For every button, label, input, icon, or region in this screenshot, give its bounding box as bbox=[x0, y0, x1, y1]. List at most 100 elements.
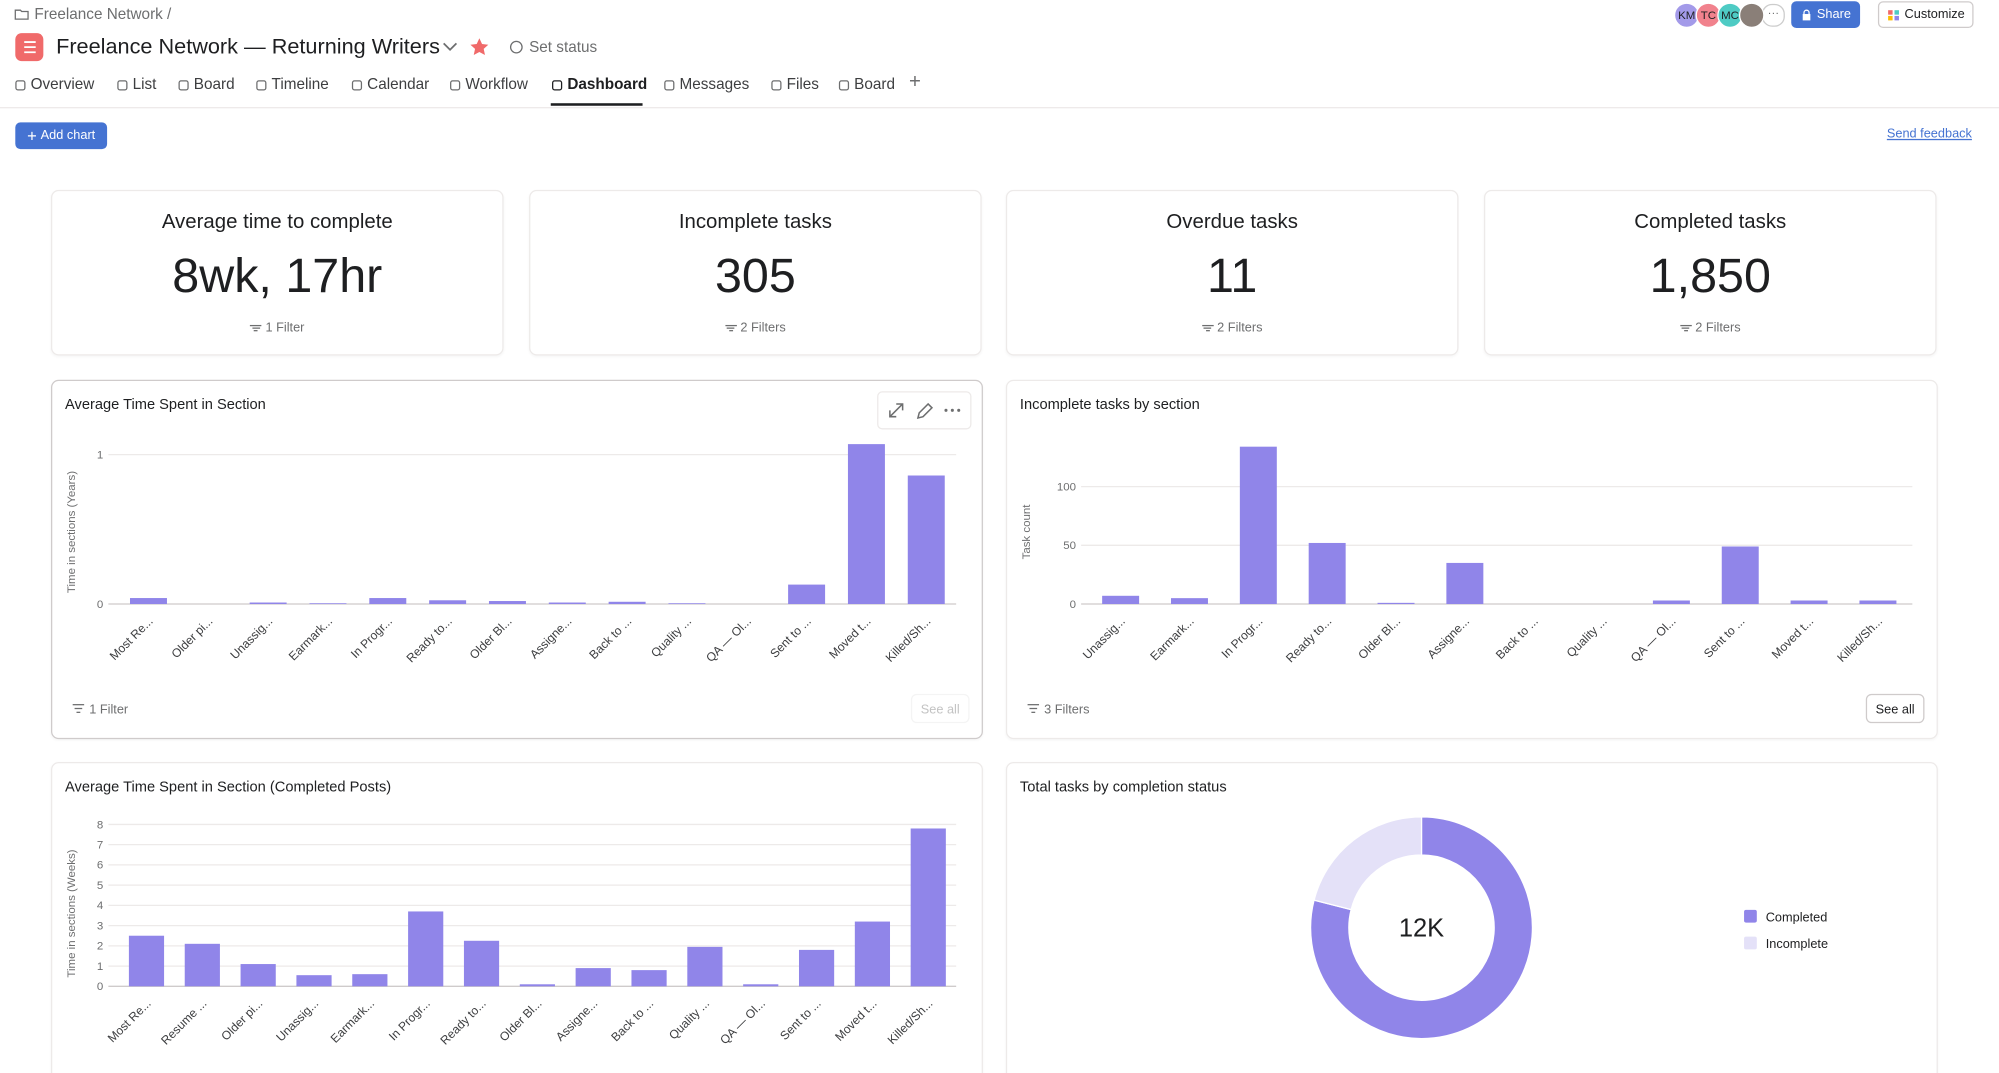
title-dropdown[interactable] bbox=[441, 41, 459, 54]
kpi-value: 305 bbox=[714, 249, 796, 304]
x-tick-label: Moved t... bbox=[826, 614, 873, 661]
folder-icon bbox=[14, 9, 29, 20]
tab[interactable]: Calendar bbox=[367, 75, 430, 94]
x-tick-label: Most Re... bbox=[105, 996, 154, 1045]
avatar-photo bbox=[1738, 2, 1765, 29]
bar bbox=[1859, 600, 1897, 605]
avatar[interactable]: KM bbox=[1673, 2, 1700, 29]
see-all-button[interactable] bbox=[1865, 693, 1925, 724]
x-tick-label: Older pi... bbox=[169, 614, 216, 661]
x-tick-label: Unassig... bbox=[273, 996, 321, 1044]
more-icon[interactable] bbox=[944, 408, 961, 412]
x-tick-label: Earmark... bbox=[286, 614, 335, 663]
bar bbox=[847, 444, 885, 605]
y-tick-label: 0 bbox=[97, 981, 103, 993]
bar bbox=[575, 968, 611, 987]
tab[interactable]: List bbox=[132, 75, 157, 94]
bar bbox=[743, 984, 779, 987]
y-tick-label: 8 bbox=[97, 819, 103, 831]
favorite-star[interactable] bbox=[469, 37, 489, 57]
edit-icon[interactable] bbox=[916, 402, 934, 420]
bar bbox=[687, 946, 723, 987]
x-tick-label: Ready to... bbox=[437, 996, 488, 1047]
x-tick-label: Moved t... bbox=[832, 996, 879, 1043]
x-tick-label: Unassig... bbox=[1080, 614, 1128, 662]
bar bbox=[788, 584, 826, 605]
tab[interactable]: Workflow bbox=[465, 75, 528, 94]
y-tick-label: 100 bbox=[1057, 481, 1076, 493]
bar bbox=[1377, 602, 1415, 605]
kpi-value: 11 bbox=[1207, 249, 1258, 304]
kpi-filter-label: 2 Filters bbox=[740, 321, 786, 336]
y-tick-label: 3 bbox=[97, 920, 103, 932]
share-button[interactable]: Share bbox=[1791, 1, 1861, 29]
x-tick-label: Unassig... bbox=[227, 614, 275, 662]
breadcrumb-separator: / bbox=[167, 5, 172, 23]
x-tick-label: Back to ... bbox=[608, 996, 656, 1044]
chart-card bbox=[50, 379, 983, 740]
tab[interactable]: Board bbox=[854, 75, 896, 94]
x-tick-label: Assigne... bbox=[527, 614, 574, 661]
tab[interactable]: Messages bbox=[679, 75, 750, 94]
y-axis-label: Task count bbox=[1021, 504, 1033, 560]
bar bbox=[907, 475, 945, 605]
x-tick-label: Assigne... bbox=[553, 996, 600, 1043]
bar bbox=[1102, 595, 1140, 605]
kpi-title: Overdue tasks bbox=[1166, 211, 1298, 234]
y-tick-label: 0 bbox=[1070, 599, 1076, 611]
avatar[interactable]: TC bbox=[1695, 2, 1722, 29]
bar bbox=[1721, 546, 1759, 605]
y-tick-label: 6 bbox=[97, 860, 103, 872]
expand-icon[interactable] bbox=[889, 403, 904, 418]
customize-button[interactable]: Customize bbox=[1877, 1, 1974, 29]
x-tick-label: Quality ... bbox=[648, 614, 694, 660]
chart-title: Average Time Spent in Section bbox=[65, 397, 266, 413]
bar bbox=[369, 598, 407, 605]
avatar[interactable]: MC bbox=[1717, 2, 1743, 29]
kpi-filter[interactable]: 2 Filters bbox=[1007, 321, 1457, 335]
see-all-button[interactable] bbox=[910, 693, 970, 724]
tab-icon bbox=[256, 80, 267, 91]
bar bbox=[352, 974, 388, 987]
bar bbox=[1239, 446, 1277, 605]
filter-label[interactable]: 3 Filters bbox=[1044, 702, 1089, 717]
x-tick-label: Sent to ... bbox=[1701, 614, 1748, 660]
x-tick-label: Assigne... bbox=[1425, 614, 1472, 661]
tab[interactable]: Timeline bbox=[271, 75, 329, 94]
see-all-label: See all bbox=[1876, 702, 1915, 717]
tab[interactable]: Dashboard bbox=[567, 75, 648, 94]
x-tick-label: Ready to... bbox=[1283, 614, 1334, 665]
tab-icon bbox=[15, 80, 26, 91]
send-feedback[interactable]: Send feedback bbox=[1886, 127, 1972, 142]
x-tick-label: In Progr... bbox=[348, 614, 395, 661]
kpi-filter[interactable]: 1 Filter bbox=[52, 321, 502, 335]
x-tick-label: Earmark... bbox=[328, 996, 377, 1045]
y-tick-label: 7 bbox=[97, 839, 103, 851]
set-status[interactable]: Set status bbox=[529, 38, 598, 57]
x-tick-label: Moved t... bbox=[1769, 614, 1816, 661]
tab-icon bbox=[552, 80, 563, 91]
tab-icon bbox=[771, 80, 782, 91]
bar bbox=[296, 975, 332, 987]
kpi-filter[interactable]: 2 Filters bbox=[1485, 321, 1935, 335]
x-tick-label: Killed/Sh... bbox=[883, 614, 934, 665]
kpi-filter[interactable]: 2 Filters bbox=[530, 321, 980, 335]
bar bbox=[519, 984, 555, 987]
x-tick-label: Most Re... bbox=[107, 614, 156, 663]
add-tab[interactable]: + bbox=[909, 71, 921, 94]
kpi-title: Average time to complete bbox=[161, 211, 393, 234]
filter-label[interactable]: 1 Filter bbox=[89, 702, 129, 717]
tab[interactable]: Files bbox=[786, 75, 819, 94]
x-tick-label: Back to ... bbox=[1493, 614, 1541, 662]
tab[interactable]: Overview bbox=[30, 75, 95, 94]
y-tick-label: 1 bbox=[97, 449, 103, 461]
kpi-value: 8wk, 17hr bbox=[172, 249, 383, 304]
tab[interactable]: Board bbox=[193, 75, 235, 94]
tab-icon bbox=[664, 80, 675, 91]
add-chart-button[interactable]: + Add chart bbox=[15, 122, 108, 150]
bar bbox=[1170, 598, 1208, 605]
tab-icon bbox=[450, 80, 461, 91]
breadcrumb[interactable]: Freelance Network bbox=[34, 5, 163, 23]
